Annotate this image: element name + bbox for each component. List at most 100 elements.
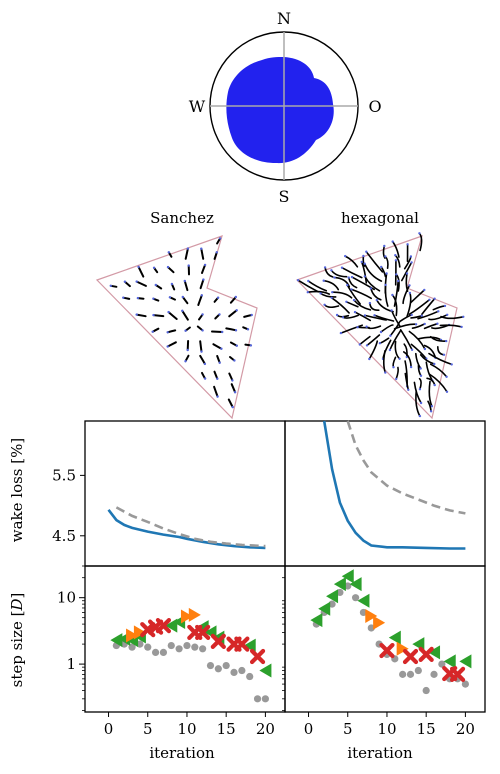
- turbine-track: [419, 354, 436, 365]
- turbine-position: [183, 279, 186, 283]
- turbine-position: [391, 240, 394, 243]
- turbine-position: [246, 328, 250, 331]
- turbine-position: [388, 348, 392, 352]
- step-marker-circle: [151, 648, 160, 657]
- step-marker-triangle-left: [318, 601, 331, 616]
- turbine-position: [423, 288, 426, 292]
- step-size-left-panel: 0 5 10 15 20 1 10: [57, 565, 286, 738]
- turbine-track: [403, 351, 412, 368]
- turbine-track: [330, 297, 350, 314]
- turbine-position: [395, 273, 398, 276]
- turbine-position: [462, 315, 465, 318]
- turbine-position: [368, 301, 372, 305]
- turbine-track: [368, 340, 379, 360]
- turbine-position: [306, 291, 309, 294]
- turbine-track: [197, 294, 203, 306]
- turbine-track: [181, 309, 189, 321]
- turbine-track: [380, 324, 394, 333]
- x-tick-label: 10: [177, 720, 196, 738]
- step-marker-x: [379, 642, 395, 659]
- turbine-position: [394, 254, 397, 257]
- turbine-track: [344, 255, 359, 268]
- turbine-position: [384, 283, 387, 287]
- step-marker-circle: [406, 670, 415, 678]
- turbine-position: [397, 279, 400, 283]
- turbine-position: [151, 330, 154, 333]
- step-marker-circle: [159, 648, 168, 657]
- turbine-position: [407, 388, 410, 391]
- turbine-position: [408, 291, 412, 295]
- x-tick-label: 10: [377, 720, 396, 738]
- step-marker-triangle-left: [259, 663, 272, 678]
- turbine-position: [383, 244, 386, 248]
- layout-right-title: hexagonal: [341, 209, 419, 227]
- turbine-position: [350, 288, 353, 291]
- turbine-position: [250, 313, 253, 317]
- turbine-position: [385, 272, 388, 275]
- step-marker-circle: [351, 594, 360, 602]
- turbine-position: [375, 298, 378, 302]
- y-tick-label: 10: [57, 589, 76, 607]
- turbine-position: [186, 247, 190, 250]
- turbine-position: [203, 263, 207, 267]
- wake-loss-reference-line: [115, 506, 266, 548]
- step-marker-circle: [199, 645, 207, 653]
- turbine-track: [200, 247, 205, 260]
- turbine-track: [440, 315, 465, 320]
- step-marker-triangle-right: [365, 608, 378, 623]
- turbine-track: [363, 262, 383, 282]
- turbine-position: [201, 313, 204, 316]
- step-marker-circle: [136, 640, 144, 648]
- turbine-track: [228, 309, 238, 318]
- step-marker-triangle-right: [180, 609, 193, 624]
- step-marker-x: [402, 648, 419, 665]
- x-tick-label: 15: [417, 720, 436, 738]
- turbine-track: [347, 276, 358, 289]
- turbine-position: [202, 278, 205, 281]
- turbine-track: [225, 327, 237, 332]
- step-marker-circle: [183, 641, 191, 650]
- turbine-position: [335, 313, 339, 317]
- turbine-position: [136, 296, 140, 300]
- step-marker-triangle-left: [428, 645, 441, 660]
- x-tick-label: 0: [304, 720, 314, 738]
- turbine-position: [122, 296, 125, 299]
- turbine-position: [360, 260, 363, 264]
- compass-north-label: N: [277, 9, 291, 28]
- turbine-position: [330, 269, 333, 272]
- turbine-track: [166, 341, 177, 348]
- turbine-position: [410, 261, 413, 264]
- turbine-position: [445, 390, 449, 393]
- turbine-position: [166, 265, 170, 269]
- turbine-position: [362, 254, 365, 258]
- step-size-right-panel: 0 5 10 15 20: [282, 565, 486, 738]
- step-marker-x: [418, 646, 434, 662]
- turbine-track: [135, 280, 147, 287]
- turbine-position: [319, 292, 322, 295]
- turbine-position: [365, 325, 368, 328]
- turbine-position: [429, 410, 433, 413]
- turbine-position: [410, 313, 413, 317]
- turbine-position: [418, 232, 421, 235]
- turbine-position: [410, 348, 414, 351]
- turbine-track: [199, 278, 205, 290]
- turbine-track: [425, 361, 434, 382]
- turbine-position: [168, 296, 172, 299]
- turbine-track: [390, 309, 401, 328]
- turbine-track: [417, 310, 440, 320]
- turbine-position: [430, 405, 434, 408]
- right-xlabel: iteration: [347, 744, 413, 762]
- turbine-position: [437, 310, 440, 313]
- turbine-track: [389, 329, 402, 351]
- turbine-position: [409, 365, 413, 369]
- turbine-position: [307, 279, 310, 283]
- step-marker-circle: [336, 588, 344, 597]
- x-tick-label: 20: [256, 720, 275, 738]
- turbine-position: [363, 262, 366, 265]
- turbine-position: [152, 266, 156, 269]
- turbine-position: [419, 401, 423, 405]
- turbine-position: [323, 266, 327, 269]
- turbine-track: [391, 294, 398, 317]
- turbine-position: [418, 388, 422, 391]
